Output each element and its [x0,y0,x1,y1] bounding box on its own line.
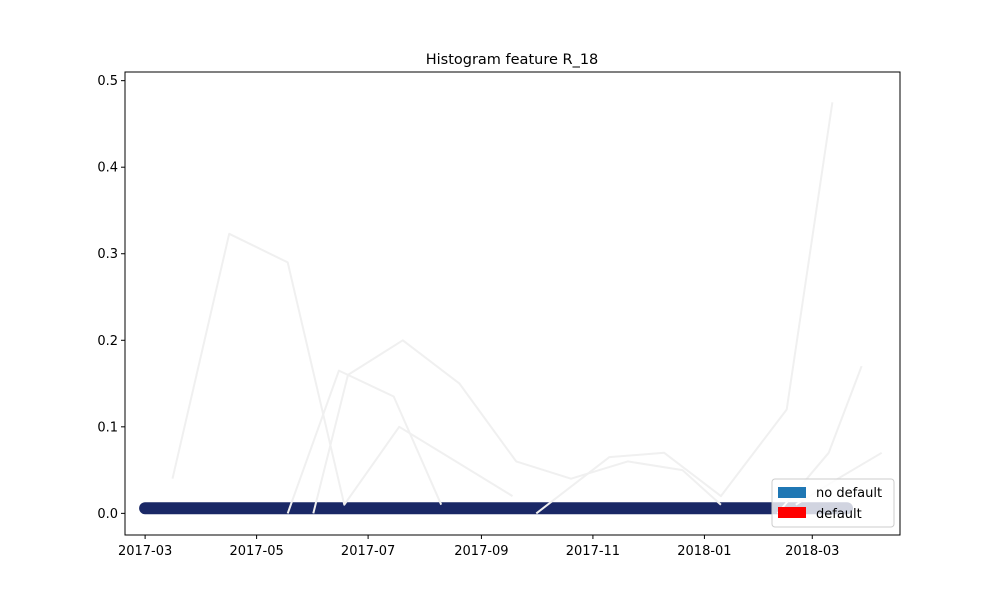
x-tick-label-3: 2017-09 [454,544,508,559]
legend-swatch-default [778,507,806,518]
legend-swatch-no-default [778,487,806,498]
legend: no default default [771,478,895,528]
y-tick-label-3: 0.3 [97,247,118,262]
legend-label-default: default [816,507,862,522]
x-tick-label-0: 2017-03 [118,544,172,559]
x-tick-label-2: 2017-07 [341,544,395,559]
series-line-3 [312,339,722,514]
y-tick-label-1: 0.1 [97,420,118,435]
y-tick-label-2: 0.2 [97,334,118,349]
axis-ticks: 2017-03 2017-05 2017-07 2017-09 2017-11 2018-… [97,74,839,559]
chart-title: Histogram feature R_18 [426,52,599,68]
series-line-2 [286,369,443,514]
x-tick-label-1: 2017-05 [229,544,283,559]
y-tick-label-0: 0.0 [97,507,118,522]
legend-label-no-default: no default [816,486,882,501]
y-tick-label-5: 0.5 [97,74,118,89]
x-tick-label-5: 2018-01 [677,544,731,559]
axes-frame [124,71,901,536]
x-tick-label-6: 2018-03 [785,544,839,559]
series-line-1 [171,232,514,506]
series-line-4 [535,102,834,515]
plot-area [139,102,883,515]
x-tick-label-4: 2017-11 [566,544,620,559]
y-tick-label-4: 0.4 [97,161,118,176]
